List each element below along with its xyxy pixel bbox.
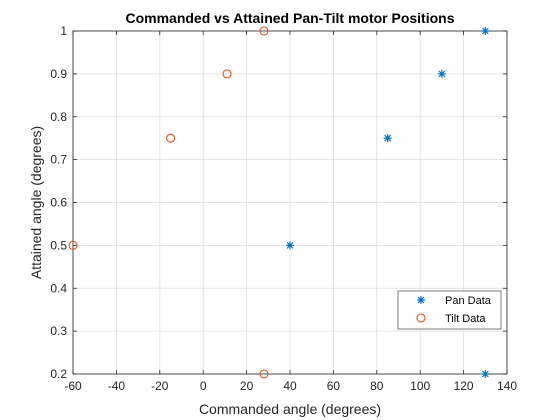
x-tick-label: 140 bbox=[497, 379, 517, 393]
y-tick-label: 0.9 bbox=[50, 67, 67, 81]
legend-marker-pan bbox=[417, 296, 425, 304]
x-tick-label: -20 bbox=[151, 379, 169, 393]
x-tick-label: 0 bbox=[200, 379, 207, 393]
tilt-data-point bbox=[68, 240, 78, 250]
chart-title: Commanded vs Attained Pan-Tilt motor Pos… bbox=[125, 10, 454, 26]
x-axis-label: Commanded angle (degrees) bbox=[199, 401, 381, 417]
pan-data-point bbox=[481, 370, 490, 378]
pan-data-point bbox=[437, 69, 446, 78]
x-tick-label: -60 bbox=[64, 379, 82, 393]
legend-box bbox=[397, 290, 502, 330]
pan-data-point bbox=[383, 134, 392, 143]
x-tick-label: 20 bbox=[240, 379, 254, 393]
x-tick-label: 100 bbox=[410, 379, 430, 393]
x-tick-label: 120 bbox=[454, 379, 474, 393]
y-tick-label: 0.2 bbox=[50, 367, 67, 381]
legend-marker-tilt bbox=[416, 313, 426, 323]
y-tick-label: 0.6 bbox=[50, 196, 67, 210]
y-tick-label: 0.7 bbox=[50, 153, 67, 167]
y-tick-label: 0.4 bbox=[50, 281, 67, 295]
y-tick-label: 0.8 bbox=[50, 110, 67, 124]
x-tick-label: 80 bbox=[370, 379, 384, 393]
y-tick-label: 0.3 bbox=[50, 324, 67, 338]
legend-label-tilt: Tilt Data bbox=[445, 313, 486, 325]
pan-data-point bbox=[286, 241, 294, 250]
tilt-data-point bbox=[222, 69, 232, 79]
y-axis-ticks: 0.2 0.3 0.4 0.5 0.6 0.7 0.8 0.9 1 bbox=[50, 24, 507, 381]
x-tick-label: 60 bbox=[327, 379, 341, 393]
tilt-data-point bbox=[259, 26, 269, 36]
y-tick-label: 1 bbox=[60, 24, 67, 38]
y-axis-label: Attained angle (degrees) bbox=[28, 126, 44, 279]
legend-label-pan: Pan Data bbox=[445, 295, 492, 307]
x-axis-ticks: -60 -40 -20 0 20 40 60 80 100 120 140 bbox=[64, 31, 517, 393]
x-tick-label: -40 bbox=[108, 379, 126, 393]
legend: Pan Data Tilt Data bbox=[397, 290, 502, 330]
tilt-data-point bbox=[166, 133, 176, 143]
tilt-data-point bbox=[259, 369, 269, 379]
x-tick-label: 40 bbox=[283, 379, 297, 393]
pan-data-point bbox=[481, 27, 490, 35]
y-tick-label: 0.5 bbox=[50, 238, 67, 252]
data-points bbox=[68, 26, 490, 379]
legend-markers bbox=[416, 296, 426, 323]
